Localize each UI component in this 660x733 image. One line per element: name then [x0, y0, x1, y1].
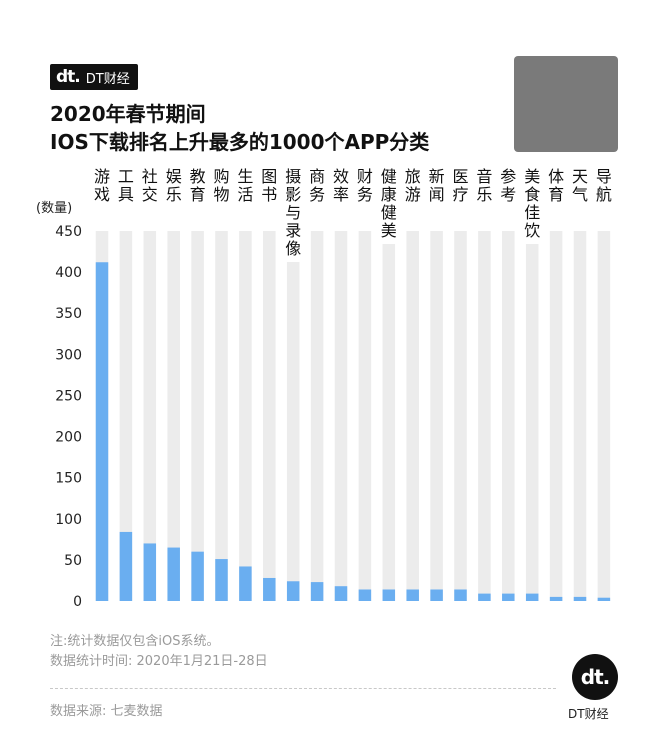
bar — [502, 593, 515, 601]
x-category-label: 教育 — [190, 167, 206, 204]
bar-track — [334, 231, 348, 601]
bar — [143, 543, 157, 601]
bar — [286, 581, 300, 601]
bar-track — [454, 231, 467, 601]
bar — [239, 566, 252, 601]
y-tick-label: 250 — [55, 388, 82, 404]
bar-track — [430, 231, 443, 601]
x-category-label: 生活 — [237, 167, 253, 204]
bar-track — [382, 244, 396, 601]
y-tick-label: 50 — [64, 553, 82, 569]
x-category-label: 财务 — [357, 167, 373, 204]
bar — [119, 531, 133, 601]
x-category-label: 摄影与录像 — [285, 167, 301, 258]
x-category-label: 参考 — [500, 167, 516, 204]
y-tick-label: 300 — [55, 347, 82, 363]
x-category-label: 美食佳饮 — [524, 167, 540, 240]
bar-track — [263, 231, 276, 601]
x-category-label: 导航 — [596, 167, 612, 204]
bar-track — [286, 262, 300, 601]
x-category-label: 健康健美 — [381, 167, 397, 240]
y-tick-label: 150 — [55, 471, 82, 487]
footer-divider — [50, 688, 556, 689]
bar-track — [358, 231, 372, 601]
bar — [454, 589, 467, 601]
x-category-label: 医疗 — [452, 167, 468, 204]
bar — [525, 593, 539, 601]
y-tick-label: 400 — [55, 265, 82, 281]
x-category-label: 效率 — [333, 167, 349, 204]
footnote-scope: 注:统计数据仅包含iOS系统。 — [50, 634, 220, 649]
bar-track — [525, 244, 539, 601]
bar — [263, 577, 276, 601]
redacted-qr-code — [514, 56, 618, 152]
y-tick-label: 0 — [73, 594, 82, 610]
bar — [478, 593, 491, 601]
bar-track — [597, 231, 611, 601]
bar-track — [143, 231, 157, 601]
x-category-label: 图书 — [261, 167, 277, 204]
x-category-label: 游戏 — [94, 167, 110, 204]
bar — [95, 262, 109, 601]
bar-track — [549, 231, 563, 601]
bar-track — [215, 231, 228, 601]
footer-logo-text: DT财经 — [568, 707, 609, 721]
y-tick-label: 350 — [55, 306, 82, 322]
bar — [191, 551, 204, 601]
chart-card: dt. DT财经 2020年春节期间 IOS下载排名上升最多的1000个APP分… — [28, 26, 634, 726]
footnote-period: 数据统计时间: 2020年1月21日-28日 — [50, 654, 268, 669]
bar-track — [119, 231, 133, 601]
footer-logo-icon: dt. — [572, 654, 618, 700]
x-category-label: 音乐 — [476, 167, 492, 204]
x-category-label: 体育 — [548, 167, 564, 204]
bar-track — [310, 231, 324, 601]
y-axis-label: (数量) — [36, 201, 72, 216]
bar — [310, 582, 324, 601]
x-category-label: 娱乐 — [166, 167, 182, 204]
bar-track — [502, 231, 515, 601]
chart-title-line1: 2020年春节期间 — [50, 102, 206, 126]
brand-name: DT财经 — [85, 71, 130, 87]
bar-track — [167, 231, 180, 601]
y-tick-label: 200 — [55, 430, 82, 446]
chart-title-line2: IOS下载排名上升最多的1000个APP分类 — [50, 130, 430, 154]
x-category-label: 商务 — [309, 167, 325, 204]
x-category-label: 工具 — [118, 167, 134, 204]
y-tick-label: 450 — [55, 224, 82, 240]
x-category-label: 社交 — [142, 167, 158, 204]
x-category-label: 新闻 — [429, 167, 445, 204]
x-category-label: 旅游 — [405, 167, 421, 204]
x-category-label: 天气 — [572, 167, 588, 204]
brand-logo-mark: dt. — [56, 67, 81, 87]
bar-chart: (数量) 0 50 100 150 200 250 300 350 400 450 游戏工具社交娱乐教… — [36, 167, 612, 610]
chart-title: 2020年春节期间 IOS下载排名上升最多的1000个APP分类 — [50, 100, 429, 156]
bar-track — [406, 231, 419, 601]
footnote-source: 数据来源: 七麦数据 — [50, 704, 163, 719]
brand-badge: dt. DT财经 — [50, 64, 138, 90]
bar — [430, 589, 443, 601]
bar — [358, 589, 372, 601]
y-tick-label: 100 — [55, 512, 82, 528]
bar — [549, 596, 563, 601]
bar — [334, 586, 348, 601]
bar-track — [191, 231, 204, 601]
bar — [215, 559, 228, 601]
x-category-label: 购物 — [213, 167, 229, 204]
bar-track — [239, 231, 252, 601]
bar-track — [478, 231, 491, 601]
bar — [406, 589, 419, 601]
bar-track — [573, 231, 587, 601]
bar — [573, 596, 587, 601]
bar — [167, 547, 180, 601]
bar — [382, 589, 396, 601]
bar — [597, 597, 611, 601]
